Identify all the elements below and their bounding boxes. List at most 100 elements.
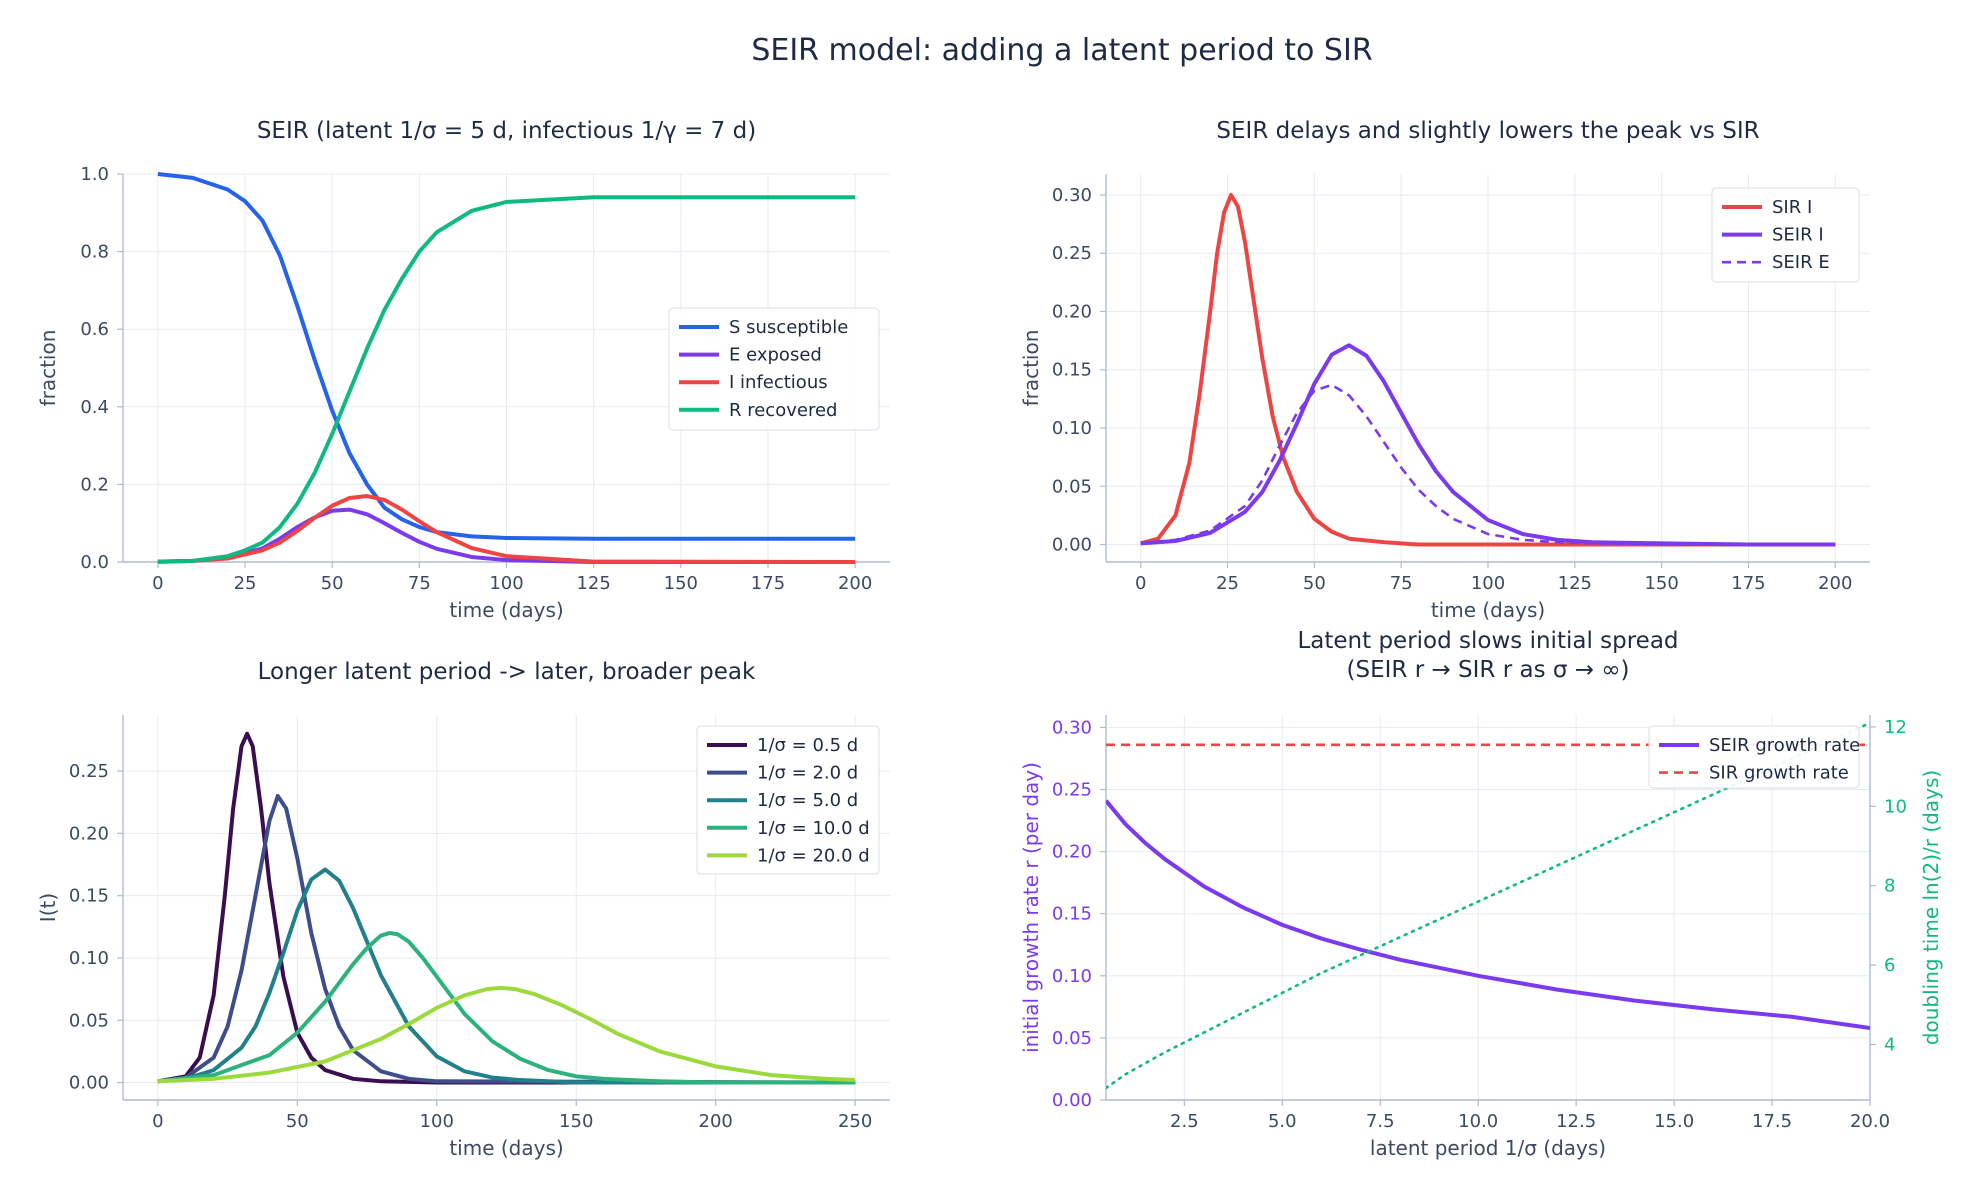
x-tick-label: 250 (838, 1111, 872, 1132)
panel-title: Longer latent period -> later, broader p… (258, 659, 756, 685)
x-tick-label: 175 (751, 573, 785, 594)
x-tick-label: 100 (420, 1111, 454, 1132)
x-axis-label: time (days) (449, 1136, 563, 1160)
x-axis-label: time (days) (449, 598, 563, 622)
x-tick-label: 0 (152, 1111, 163, 1132)
panel-title-line1: Latent period slows initial spread (1297, 628, 1678, 654)
legend-label: S susceptible (729, 317, 848, 338)
y-axis-label: fraction (1019, 330, 1043, 407)
x-tick-label: 25 (234, 573, 257, 594)
y-tick-label: 0.15 (69, 886, 109, 907)
x-tick-label: 5.0 (1268, 1111, 1297, 1132)
x-tick-label: 175 (1731, 573, 1765, 594)
legend-label: SIR growth rate (1709, 763, 1849, 784)
x-tick-label: 100 (489, 573, 523, 594)
series-line-sir-i (1140, 192, 1836, 547)
legend-box (1648, 725, 1860, 789)
legend-label: I infectious (729, 372, 828, 393)
x-tick-label: 200 (1818, 573, 1852, 594)
legend-label: E exposed (729, 345, 822, 366)
panel-title: SEIR (latent 1/σ = 5 d, infectious 1/γ =… (257, 118, 756, 144)
x-tick-label: 75 (408, 573, 431, 594)
y-tick-label: 0.00 (69, 1073, 109, 1094)
y-tick-label: 0.00 (1052, 535, 1092, 556)
series-group (1140, 192, 1836, 547)
series-line-1-5-0-d (157, 867, 856, 1085)
y-tick-label: 0.25 (1052, 243, 1092, 264)
y-axis-label: fraction (36, 330, 60, 407)
x-tick-label: 200 (699, 1111, 733, 1132)
x-tick-label: 10.0 (1458, 1111, 1498, 1132)
legend-label: SEIR E (1772, 252, 1830, 273)
legend-label: SEIR growth rate (1709, 735, 1860, 756)
y-tick-label: 0.05 (1052, 1028, 1092, 1049)
y-tick-label: 0.30 (1052, 185, 1092, 206)
series-group (157, 172, 856, 564)
y-axis-label: I(t) (36, 893, 60, 922)
y-tick-label: 0.10 (1052, 966, 1092, 987)
y-tick-label: 0.10 (1052, 418, 1092, 439)
series-line-1-10-0-d (157, 931, 856, 1085)
legend-label: 1/σ = 20.0 d (757, 845, 870, 866)
y-tick-label: 0.4 (80, 397, 109, 418)
series-line-seir-growth-rate (1106, 799, 1870, 1030)
y-right-tick-label: 8 (1884, 876, 1895, 897)
series-line-r-recovered (157, 195, 856, 564)
x-axis-label: latent period 1/σ (days) (1370, 1136, 1606, 1160)
y-tick-label: 0.00 (1052, 1090, 1092, 1111)
legend-label: SEIR I (1772, 225, 1824, 246)
y-tick-label: 0.25 (69, 761, 109, 782)
x-tick-label: 50 (1303, 573, 1326, 594)
x-tick-label: 100 (1471, 573, 1505, 594)
panel-title: SEIR delays and slightly lowers the peak… (1216, 118, 1759, 144)
y-tick-label: 0.30 (1052, 717, 1092, 738)
panels: 0 25 50 75 100 125 150 175 2000.00.20.40.60.81.0… (36, 118, 1943, 1160)
x-tick-label: 50 (321, 573, 344, 594)
x-tick-label: 0 (1135, 573, 1146, 594)
x-tick-label: 17.5 (1752, 1111, 1792, 1132)
x-tick-label: 150 (664, 573, 698, 594)
x-tick-label: 50 (286, 1111, 309, 1132)
x-tick-label: 125 (576, 573, 610, 594)
panel-title-line2: (SEIR r → SIR r as σ → ∞) (1347, 657, 1630, 683)
series-line-1-0-5-d (157, 731, 856, 1085)
panel-p4: 2.5 5.0 7.5 10.0 12.5 15.0 17.5 20.0 0.00 0.05 0.1… (1019, 628, 1943, 1160)
y-tick-label: 0.6 (80, 319, 109, 340)
x-tick-label: 20.0 (1850, 1111, 1890, 1132)
y-tick-label: 0.0 (80, 552, 109, 573)
x-tick-label: 150 (559, 1111, 593, 1132)
x-tick-label: 200 (838, 573, 872, 594)
series-group (157, 731, 856, 1085)
series-line-1-20-0-d (157, 985, 856, 1084)
y-right-axis-label: doubling time ln(2)/r (days) (1919, 770, 1943, 1045)
y-tick-label: 0.05 (1052, 476, 1092, 497)
y-tick-label: 0.10 (69, 948, 109, 969)
panel-p2: 0 25 50 75 100 125 150 175 200 0.00 0.05 0.10 0.15 0.… (1019, 118, 1870, 622)
y-tick-label: 0.15 (1052, 904, 1092, 925)
series-line-seir-e (1140, 383, 1836, 546)
series-line-doubling-time (1106, 721, 1870, 1090)
x-tick-label: 7.5 (1366, 1111, 1395, 1132)
legend: S susceptible E exposed I infectious R reco… (668, 307, 880, 431)
legend-box (1711, 187, 1860, 283)
series-line-s-susceptible (157, 172, 856, 541)
legend-label: 1/σ = 10.0 d (757, 818, 870, 839)
legend: SEIR growth rate SIR growth rate (1648, 725, 1860, 789)
y-tick-label: 0.20 (1052, 301, 1092, 322)
x-tick-label: 12.5 (1556, 1111, 1596, 1132)
x-axis-label: time (days) (1431, 598, 1545, 622)
panel-p3: 0 50 100 150 200 250 0.00 0.05 0.10 0.15 0.20 0.25 L… (36, 659, 890, 1160)
y-tick-label: 0.2 (80, 474, 109, 495)
legend-label: 1/σ = 0.5 d (757, 735, 858, 756)
x-tick-label: 0 (152, 573, 163, 594)
legend-box (668, 307, 880, 431)
y-tick-label: 0.25 (1052, 780, 1092, 801)
y-right-tick-label: 10 (1884, 796, 1907, 817)
y-tick-label: 0.20 (1052, 842, 1092, 863)
legend-label: 1/σ = 5.0 d (757, 790, 858, 811)
y-axis-label: initial growth rate r (per day) (1019, 762, 1043, 1053)
y-tick-label: 0.15 (1052, 360, 1092, 381)
x-tick-label: 125 (1558, 573, 1592, 594)
series-line-1-2-0-d (157, 793, 856, 1085)
